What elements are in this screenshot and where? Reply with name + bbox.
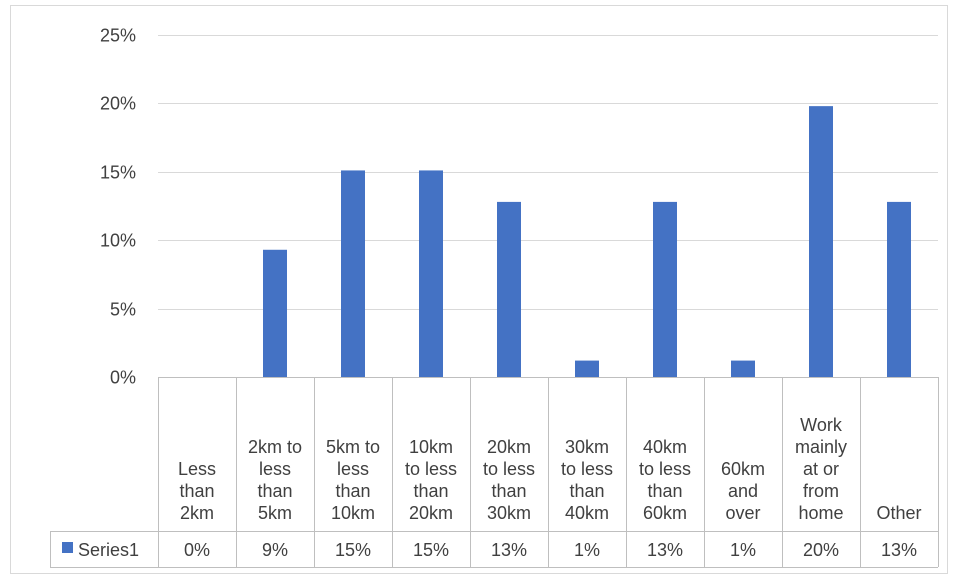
category-label: 20km: [409, 503, 453, 523]
category-label: Other: [876, 503, 921, 523]
category-label: over: [725, 503, 760, 523]
category-label: 40km: [643, 437, 687, 457]
legend-key: [62, 542, 73, 553]
y-tick-label: 0%: [110, 368, 136, 388]
category-label: 60km: [643, 503, 687, 523]
category-label: Work: [800, 415, 843, 435]
legend-series-name: Series1: [78, 540, 139, 560]
bar: [419, 170, 443, 377]
data-table-value: 13%: [647, 540, 683, 560]
data-table-value: 1%: [574, 540, 600, 560]
category-label: 10km: [331, 503, 375, 523]
chart-border: [10, 5, 948, 574]
data-table-value: 15%: [413, 540, 449, 560]
bar: [653, 201, 677, 377]
category-label: than: [647, 481, 682, 501]
category-label: 5km: [258, 503, 292, 523]
data-table-value: 20%: [803, 540, 839, 560]
category-label: 60km: [721, 459, 765, 479]
category-label: 5km to: [326, 437, 380, 457]
category-label: to less: [639, 459, 691, 479]
bar: [809, 106, 833, 378]
bar: [731, 360, 755, 377]
category-label: than: [569, 481, 604, 501]
bar: [341, 170, 365, 377]
y-tick-label: 5%: [110, 300, 136, 320]
category-label: and: [728, 481, 758, 501]
data-table-value: 0%: [184, 540, 210, 560]
data-table-value: 13%: [491, 540, 527, 560]
category-label: less: [337, 459, 369, 479]
category-label: to less: [483, 459, 535, 479]
data-table-value: 1%: [730, 540, 756, 560]
category-label: 30km: [565, 437, 609, 457]
category-label: 40km: [565, 503, 609, 523]
bar: [263, 249, 287, 377]
category-label: than: [335, 481, 370, 501]
category-label: to less: [405, 459, 457, 479]
category-label: than: [257, 481, 292, 501]
category-label: to less: [561, 459, 613, 479]
bar: [575, 360, 599, 377]
data-table-value: 9%: [262, 540, 288, 560]
bar: [497, 201, 521, 377]
y-tick-label: 15%: [100, 163, 136, 183]
category-label: 10km: [409, 437, 453, 457]
y-tick-label: 20%: [100, 94, 136, 114]
bar: [887, 201, 911, 377]
data-table-value: 15%: [335, 540, 371, 560]
category-label: less: [259, 459, 291, 479]
category-label: home: [798, 503, 843, 523]
category-label: 2km: [180, 503, 214, 523]
category-label: Less: [178, 459, 216, 479]
y-tick-label: 10%: [100, 231, 136, 251]
category-label: than: [179, 481, 214, 501]
category-label: 20km: [487, 437, 531, 457]
y-tick-label: 25%: [100, 26, 136, 46]
category-label: mainly: [795, 437, 847, 457]
category-label: 2km to: [248, 437, 302, 457]
category-label: from: [803, 481, 839, 501]
category-label: than: [413, 481, 448, 501]
category-label: at or: [803, 459, 839, 479]
category-label: than: [491, 481, 526, 501]
data-table-value: 13%: [881, 540, 917, 560]
category-label: 30km: [487, 503, 531, 523]
